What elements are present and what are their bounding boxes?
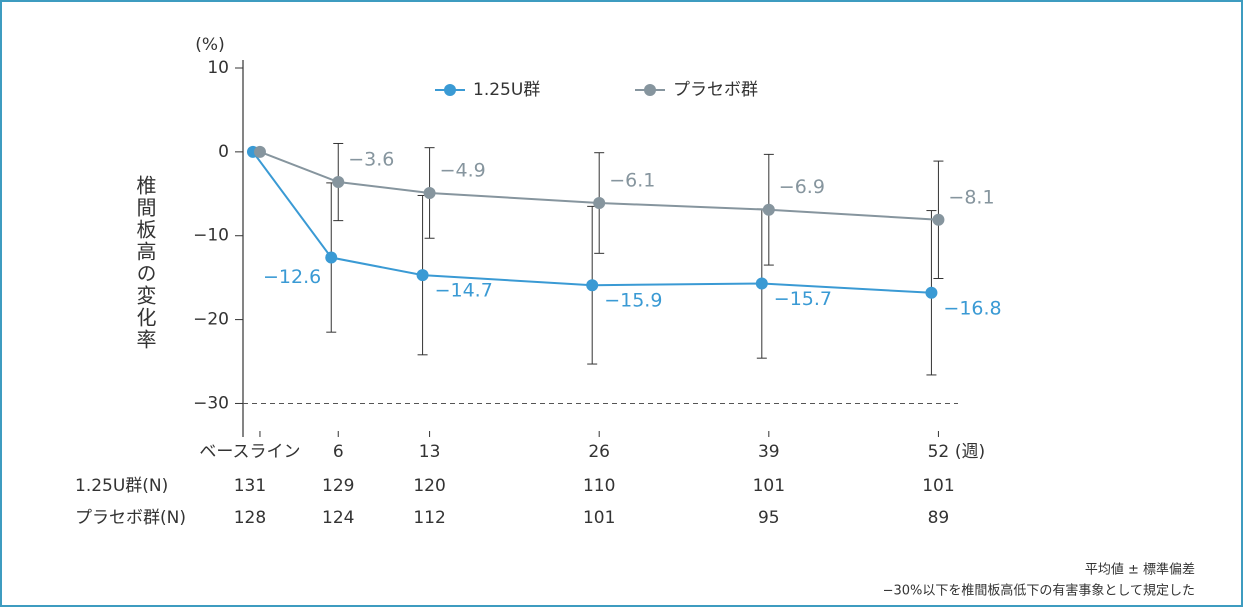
point [325,251,338,264]
legend-marker [444,84,456,96]
x-tick-label: ベースライン [199,442,300,462]
point [253,145,266,158]
point [586,279,599,292]
n-value: 124 [322,508,354,528]
legend-label: 1.25U群 [473,80,540,100]
n-value: 112 [413,508,445,528]
data-label: −3.6 [348,149,394,171]
footnote: 平均値 ± 標準偏差 [1085,562,1195,578]
point [925,286,938,299]
n-value: 101 [922,476,954,496]
point [593,197,606,210]
y-tick-label: 0 [218,142,229,162]
x-tick-label: 13 [419,442,441,462]
point [762,203,775,216]
legend-label: プラセボ群 [673,80,758,100]
n-value: 95 [758,508,780,528]
n-value: 128 [234,508,266,528]
n-value: 120 [413,476,445,496]
data-label: −16.8 [943,297,1001,319]
data-label: −8.1 [948,186,994,208]
n-value: 129 [322,476,354,496]
data-label: −14.7 [435,280,493,302]
x-unit: (週) [955,442,985,462]
x-tick-label: 52 [928,442,950,462]
n-value: 101 [583,508,615,528]
data-label: −4.9 [440,159,486,181]
y-unit: (%) [195,35,224,55]
y-tick-label: −20 [193,310,229,330]
series-line [252,151,932,294]
x-tick-label: 6 [333,442,344,462]
data-label: −12.6 [263,266,321,288]
n-value: 131 [234,476,266,496]
y-tick-label: −10 [193,226,229,246]
y-tick-label: −30 [193,393,229,413]
y-tick-label: 10 [207,58,229,78]
point [932,213,945,226]
n-value: 110 [583,476,615,496]
y-axis-label: 椎間板高の変化率 [133,175,157,351]
data-label: −6.9 [779,176,825,198]
n-row-label: 1.25U群(N) [75,476,168,496]
point [423,186,436,199]
series-line [259,150,939,221]
x-tick-label: 26 [588,442,610,462]
n-row-label: プラセボ群(N) [75,508,186,528]
point [755,277,768,290]
x-tick-label: 39 [758,442,780,462]
footnote: −30%以下を椎間板高低下の有害事象として規定した [883,583,1195,599]
point [416,269,429,282]
data-label: −15.9 [604,290,662,312]
point [332,176,345,189]
n-value: 89 [928,508,950,528]
legend-marker [644,84,656,96]
data-label: −6.1 [609,170,655,192]
n-value: 101 [753,476,785,496]
data-label: −15.7 [774,288,832,310]
